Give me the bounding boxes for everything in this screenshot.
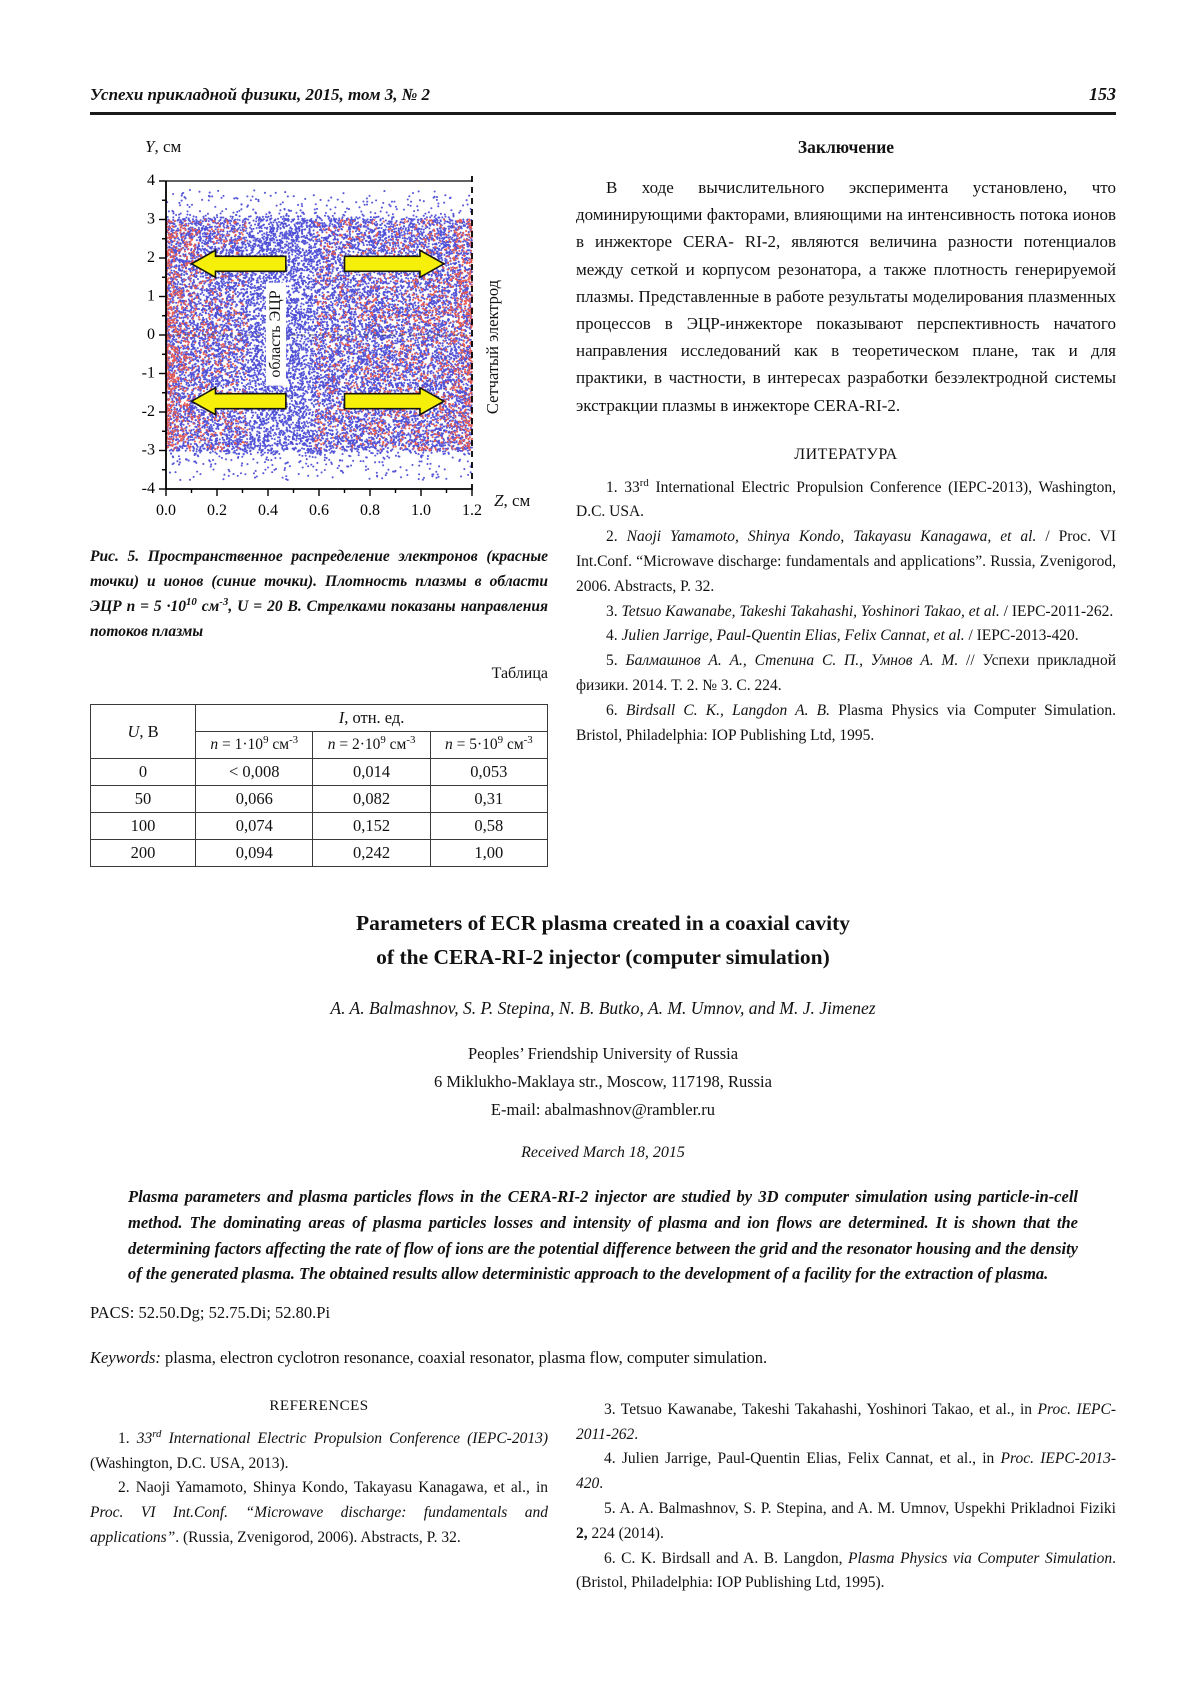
table-cell: 200 (89, 839, 197, 868)
article-title-line2: of the CERA-RI-2 injector (computer simu… (376, 944, 830, 969)
references-left-list: 1. 33rd International Electric Propulsio… (90, 1427, 548, 1551)
references-heading: REFERENCES (269, 1397, 369, 1414)
table-cell: 0,242 (312, 839, 431, 868)
conclusion-heading: Заключение (797, 137, 895, 157)
top-two-column-zone: Y, см Z, см область ЭЦР Сетчатый электро… (89, 131, 1116, 868)
keywords-text: plasma, electron cyclotron resonance, co… (160, 1347, 768, 1367)
reference-item-en: 5. A. A. Balmashnov, S. P. Stepina, and … (576, 1499, 1116, 1542)
reference-item-ru: 4. Julien Jarrige, Paul-Quentin Elias, F… (606, 627, 1079, 645)
subheader-n1: n = 1·109 см-3 (195, 731, 314, 760)
reference-item-ru: 1. 33rd International Electric Propulsio… (576, 476, 1116, 521)
table-cell: 0,053 (429, 758, 549, 787)
article-title: Parameters of ECR plasma created in a co… (90, 907, 1116, 974)
col-header-i: I, отн. ед. (195, 704, 548, 733)
table-cell: 0,066 (195, 785, 314, 814)
literatura-list: 1. 33rd International Electric Propulsio… (576, 476, 1116, 749)
references-right-list: 3. Tetsuo Kawanabe, Takeshi Takahashi, Y… (576, 1398, 1116, 1596)
table-cell: 0,152 (312, 812, 431, 841)
right-column: Заключение В ходе вычислительного экспер… (576, 131, 1116, 867)
z-axis-title: Z, см (494, 491, 531, 510)
y-axis-title: Y, см (145, 137, 182, 156)
reference-item-ru: 2. Naoji Yamamoto, Shinya Kondo, Takayas… (576, 528, 1117, 595)
keywords-line: Keywords: plasma, electron cyclotron res… (90, 1348, 1116, 1368)
table-cell: < 0,008 (195, 758, 314, 787)
literatura-heading: ЛИТЕРАТУРА (794, 445, 898, 463)
reference-item-ru: 6. Birdsall C. K., Langdon A. B. Plasma … (576, 701, 1116, 744)
table-cell: 0,58 (429, 812, 549, 841)
subheader-n3: n = 5·109 см-3 (429, 731, 549, 760)
reference-item-ru: 3. Tetsuo Kawanabe, Takeshi Takahashi, Y… (606, 602, 1114, 620)
abstract-text: Plasma parameters and plasma particles f… (128, 1187, 1078, 1284)
table-row: 100 0,074 0,152 0,58 (89, 812, 549, 841)
authors-line: A. A. Balmashnov, S. P. Stepina, N. B. B… (330, 998, 876, 1019)
conclusion-text: В ходе вычислительного эксперимента уста… (576, 178, 1116, 415)
table-row: 50 0,066 0,082 0,31 (89, 785, 549, 814)
ecr-region-label: область ЭЦР (266, 282, 286, 386)
table-cell: 1,00 (429, 839, 549, 868)
received-date: Received March 18, 2015 (521, 1144, 685, 1162)
table-cell: 0,074 (195, 812, 314, 841)
subheader-n2: n = 2·109 см-3 (312, 731, 431, 760)
figure-5: Y, см Z, см область ЭЦР Сетчатый электро… (90, 131, 560, 528)
table-cell: 100 (89, 812, 197, 841)
reference-item-en: 3. Tetsuo Kawanabe, Takeshi Takahashi, Y… (576, 1400, 1117, 1443)
table-cell: 0,31 (429, 785, 549, 814)
table-header-row: U, В I, отн. ед. (89, 704, 548, 760)
article-title-line1: Parameters of ECR plasma created in a co… (356, 911, 850, 936)
left-column: Y, см Z, см область ЭЦР Сетчатый электро… (89, 131, 560, 868)
table-cell: 50 (89, 785, 197, 814)
page-header: Успехи прикладной физики, 2015, том 3, №… (90, 84, 1116, 115)
references-left-column: REFERENCES 1. 33rd International Electri… (90, 1398, 548, 1596)
page-number: 153 (1089, 84, 1116, 104)
email: E-mail: abalmashnov@rambler.ru (490, 1100, 716, 1120)
reference-item-en: 1. 33rd International Electric Propulsio… (90, 1427, 548, 1472)
col-header-u: U, В (89, 704, 197, 760)
grid-electrode-label: Сетчатый электрод (483, 279, 502, 415)
reference-item-en: 6. C. K. Birdsall and A. B. Langdon, Pla… (576, 1549, 1116, 1592)
figure-caption: Рис. 5. Пространственное распределение э… (90, 548, 549, 641)
affiliation-block: Peoples’ Friendship University of Russia… (90, 1044, 1116, 1120)
figure5-scatter-canvas (90, 161, 560, 528)
table-cell: 0,082 (312, 785, 431, 814)
table-label: Таблица (491, 665, 548, 683)
table-row: 0 < 0,008 0,014 0,053 (89, 758, 549, 787)
table-row: 200 0,094 0,242 1,00 (89, 839, 549, 868)
reference-item-ru: 5. Балмашнов А. А., Степина С. П., Умнов… (576, 652, 1116, 695)
journal-name: Успехи прикладной физики, 2015, том 3, №… (90, 85, 431, 104)
affiliation: Peoples’ Friendship University of Russia (467, 1044, 739, 1064)
table-cell: 0,014 (312, 758, 431, 787)
references-section: REFERENCES 1. 33rd International Electri… (90, 1398, 1116, 1596)
data-table: U, В I, отн. ед. n = 1·109 см-3 n = 2·10… (89, 704, 549, 868)
table-cell: 0,094 (195, 839, 314, 868)
keywords-label: Keywords: (90, 1347, 161, 1367)
reference-item-en: 2. Naoji Yamamoto, Shinya Kondo, Takayas… (90, 1479, 548, 1546)
table-cell: 0 (89, 758, 197, 787)
pacs-line: PACS: 52.50.Dg; 52.75.Di; 52.80.Pi (90, 1302, 331, 1322)
reference-item-en: 4. Julien Jarrige, Paul-Quentin Elias, F… (576, 1450, 1116, 1493)
address: 6 Miklukho-Maklaya str., Moscow, 117198,… (434, 1072, 772, 1092)
